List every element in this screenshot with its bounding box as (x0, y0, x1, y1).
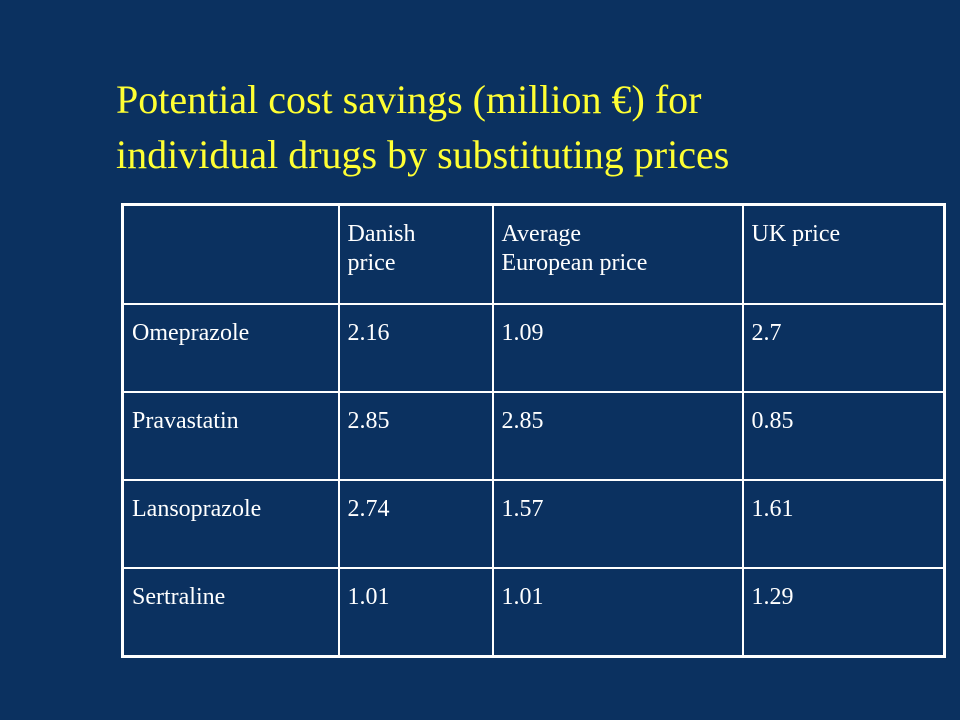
title-line-2: individual drugs by substituting prices (116, 132, 730, 177)
drug-name-cell: Omeprazole (121, 303, 340, 393)
uk-price-cell: 2.7 (741, 303, 946, 393)
header-european-line-1: Average (501, 221, 582, 247)
header-uk-line-1: UK price (751, 221, 841, 247)
european-price-cell: 1.01 (491, 567, 744, 658)
european-price-cell: 1.57 (491, 479, 744, 569)
danish-price-cell: 1.01 (337, 567, 494, 658)
header-european-line-2: European price (501, 250, 648, 276)
european-price-cell: 1.09 (491, 303, 744, 393)
header-danish-line-2: price (347, 250, 396, 276)
uk-price-cell: 1.61 (741, 479, 946, 569)
table-row: Lansoprazole 2.74 1.57 1.61 (121, 479, 946, 569)
title-line-1: Potential cost savings (million €) for (116, 77, 702, 122)
table-row: Sertraline 1.01 1.01 1.29 (121, 567, 946, 658)
uk-price-cell: 1.29 (741, 567, 946, 658)
european-price-cell: 2.85 (491, 391, 744, 481)
header-cell-empty (121, 203, 340, 305)
table-header-row: Danish price Average European price UK p… (121, 203, 946, 305)
danish-price-cell: 2.74 (337, 479, 494, 569)
danish-price-cell: 2.16 (337, 303, 494, 393)
header-cell-uk-price: UK price (741, 203, 946, 305)
header-cell-danish-price: Danish price (337, 203, 494, 305)
header-danish-line-1: Danish (347, 221, 416, 247)
slide-title: Potential cost savings (million €) for i… (116, 72, 916, 182)
uk-price-cell: 0.85 (741, 391, 946, 481)
drug-name-cell: Lansoprazole (121, 479, 340, 569)
danish-price-cell: 2.85 (337, 391, 494, 481)
table-row: Pravastatin 2.85 2.85 0.85 (121, 391, 946, 481)
drug-name-cell: Sertraline (121, 567, 340, 658)
header-cell-european-price: Average European price (491, 203, 744, 305)
price-table: Danish price Average European price UK p… (121, 203, 946, 658)
table-row: Omeprazole 2.16 1.09 2.7 (121, 303, 946, 393)
drug-name-cell: Pravastatin (121, 391, 340, 481)
